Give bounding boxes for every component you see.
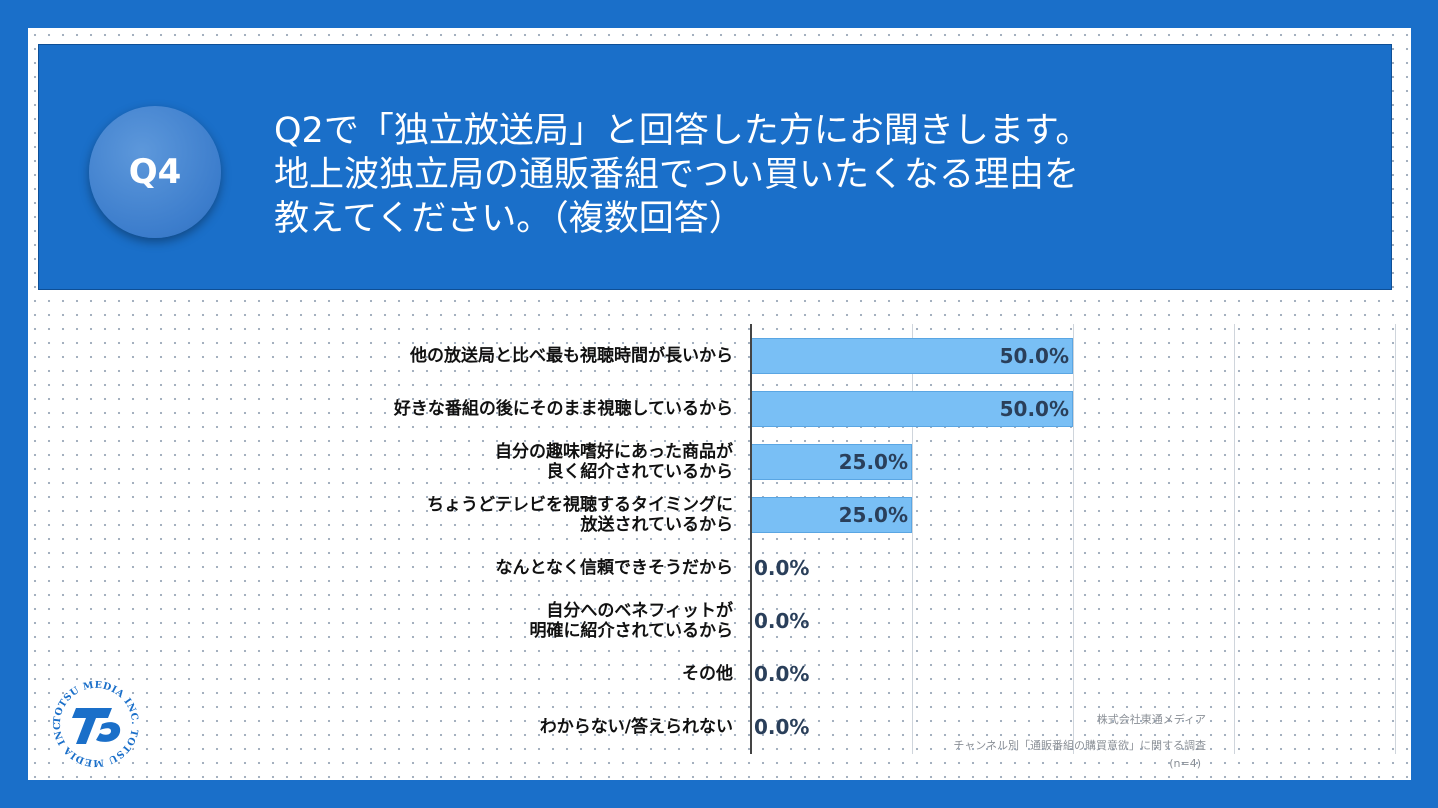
question-line-3: 教えてください。（複数回答） [274,199,744,239]
bar-chart: 他の放送局と比べ最も視聴時間が長いから 50.0% 好きな番組の後にそのまま視聴して… [28,28,1411,780]
question-text: Q2で「独立放送局」と回答した方にお聞きします。 地上波独立局の通販番組でつい買… [274,109,1274,241]
source-line-1: 株式会社東通メディア [1096,713,1206,726]
gridline [1234,324,1235,754]
category-label: 他の放送局と比べ最も視聴時間が長いから [273,346,733,366]
category-label-line: 自分へのベネフィットが [546,601,733,621]
value-label: 25.0% [838,503,908,527]
category-label-line: 好きな番組の後にそのまま視聴しているから [393,399,733,419]
question-number-badge: Q4 [89,106,221,238]
question-line-1: Q2で「独立放送局」と回答した方にお聞きします。 [274,111,1091,151]
category-label: ちょうどテレビを視聴するタイミングに 放送されているから [273,495,733,535]
gridline [912,324,913,754]
category-label: 好きな番組の後にそのまま視聴しているから [273,399,733,419]
source-line-2: チャンネル別「通販番組の購買意欲」に関する調査 [953,739,1206,752]
bar [751,391,1073,427]
value-label: 0.0% [754,556,810,580]
question-line-2: 地上波独立局の通販番組でつい買いたくなる理由を [274,155,1080,195]
slide: Q4 Q2で「独立放送局」と回答した方にお聞きします。 地上波独立局の通販番組で… [28,28,1411,780]
bar [751,338,1073,374]
value-label: 50.0% [999,344,1069,368]
category-label-line: わからない/答えられない [539,717,733,737]
category-label-line: その他 [682,664,733,684]
totsu-media-logo: TOTSU MEDIA INC. TOTSU MEDIA INC. [50,678,140,768]
category-label-line: 他の放送局と比べ最も視聴時間が長いから [410,346,733,366]
bar [751,444,912,480]
category-label-line: 放送されているから [580,515,734,535]
category-label-line: 良く紹介されているから [546,462,734,482]
category-label: 自分へのベネフィットが 明確に紹介されているから [273,601,734,641]
category-label: その他 [273,664,733,684]
category-label-line: 明確に紹介されているから [529,621,734,641]
category-label-line: なんとなく信頼できそうだから [495,558,734,578]
category-label: なんとなく信頼できそうだから [273,558,734,578]
value-label: 50.0% [999,397,1069,421]
value-label: 0.0% [754,609,810,633]
category-label-line: 自分の趣味嗜好にあった商品が [495,442,733,462]
value-label: 0.0% [754,662,810,686]
question-header: Q4 Q2で「独立放送局」と回答した方にお聞きします。 地上波独立局の通販番組で… [38,44,1392,290]
value-label: 25.0% [838,450,908,474]
gridline [1073,324,1074,754]
y-axis-line [750,324,752,754]
category-label-line: ちょうどテレビを視聴するタイミングに [427,495,733,515]
value-label: 0.0% [754,715,810,739]
gridline [1395,324,1396,754]
sample-size: (n=4) [1169,757,1201,770]
category-label: 自分の趣味嗜好にあった商品が 良く紹介されているから [273,442,733,482]
category-label: わからない/答えられない [273,717,733,737]
